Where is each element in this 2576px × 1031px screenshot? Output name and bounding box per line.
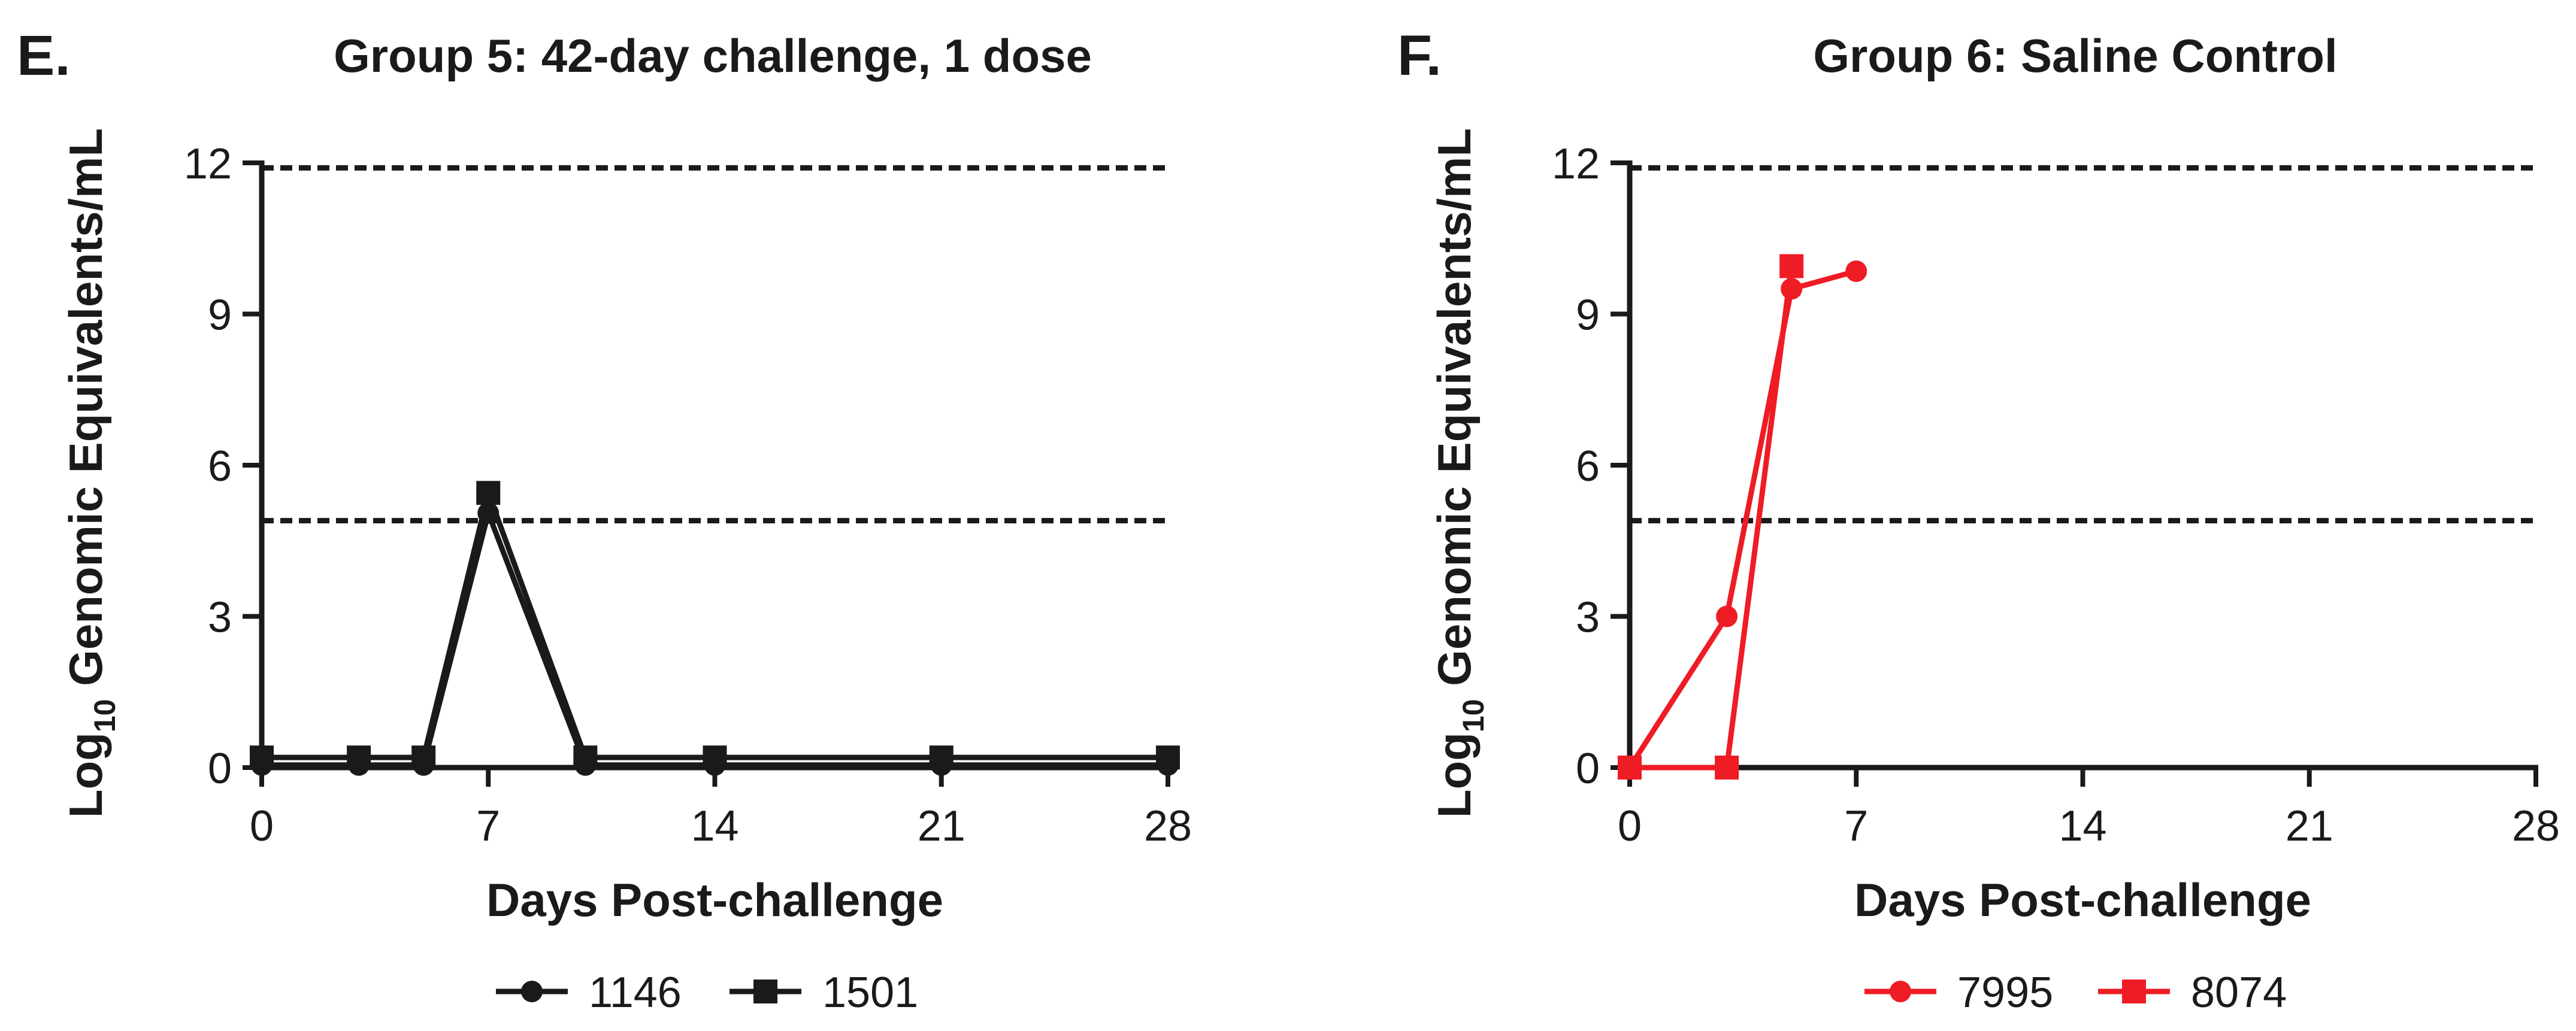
y-tick-label: 12 [1552,140,1600,188]
data-point [1715,756,1739,780]
data-point [929,745,953,770]
y-tick-label: 9 [1576,292,1600,339]
legend-marker [753,980,777,1003]
x-tick-label: 14 [691,802,738,850]
legend-entry: 1146 [496,969,682,1017]
data-point [1845,260,1867,282]
y-tick-label: 9 [208,292,232,339]
x-tick-label: 14 [2059,802,2106,850]
y-tick-label: 0 [1576,745,1600,793]
data-point [573,745,598,770]
data-point [703,745,727,770]
legend-entry: 1501 [729,969,918,1017]
legend-label: 1501 [822,969,918,1017]
chart-title: Group 6: Saline Control [1813,29,2337,82]
y-axis-title: Log10 Genomic Equivalents/mL [1428,128,1490,818]
data-point [476,481,501,505]
data-point [1156,745,1180,770]
chart-panel-e: E. Group 5: 42-day challenge, 1 dose 0 3 6 9 1… [17,24,1192,1017]
panel-label: F. [1397,24,1442,87]
data-point [1779,254,1804,278]
x-tick-label: 21 [918,802,965,850]
legend-entry: 8074 [2098,969,2287,1017]
legend-marker [1890,981,1911,1002]
x-axis-title: Days Post-challenge [486,874,943,926]
x-tick-label: 28 [1144,802,1192,850]
y-axis-title: Log10 Genomic Equivalents/mL [59,128,122,818]
data-point [1716,605,1738,627]
data-point [1618,756,1642,780]
chart-title: Group 5: 42-day challenge, 1 dose [334,29,1092,82]
series-line [1627,268,1857,769]
series-1146 [251,502,1179,776]
x-tick-label: 0 [1618,802,1642,850]
x-tick-label: 0 [250,802,274,850]
legend-marker [2122,980,2146,1003]
legend-entry: 7995 [1864,969,2053,1017]
series-8074 [1618,254,1804,780]
x-tick-label: 21 [2286,802,2333,850]
chart-panel-f: F. Group 6: Saline Control 0 3 6 9 12 0 7 14 21 28 D… [1397,24,2560,1017]
series-line [262,490,1168,760]
y-tick-label: 3 [208,594,232,642]
legend-marker [521,981,543,1002]
series-line [1630,265,1794,771]
x-axis-title: Days Post-challenge [1854,874,2311,926]
legend-label: 1146 [589,969,682,1017]
legend-label: 8074 [2191,969,2287,1017]
x-tick-label: 28 [2512,802,2560,850]
legend-label: 7995 [1957,969,2053,1017]
y-tick-label: 3 [1576,594,1600,642]
data-point [411,745,436,770]
y-tick-label: 12 [184,140,232,188]
series-1501 [250,481,1180,770]
y-tick-label: 0 [208,745,232,793]
series-line [262,510,1168,768]
x-tick-label: 7 [1844,802,1868,850]
y-tick-label: 6 [1576,442,1600,490]
panel-label: E. [17,24,71,87]
data-point [250,745,274,770]
x-tick-label: 7 [476,802,500,850]
y-tick-label: 6 [208,442,232,490]
data-point [347,745,371,770]
